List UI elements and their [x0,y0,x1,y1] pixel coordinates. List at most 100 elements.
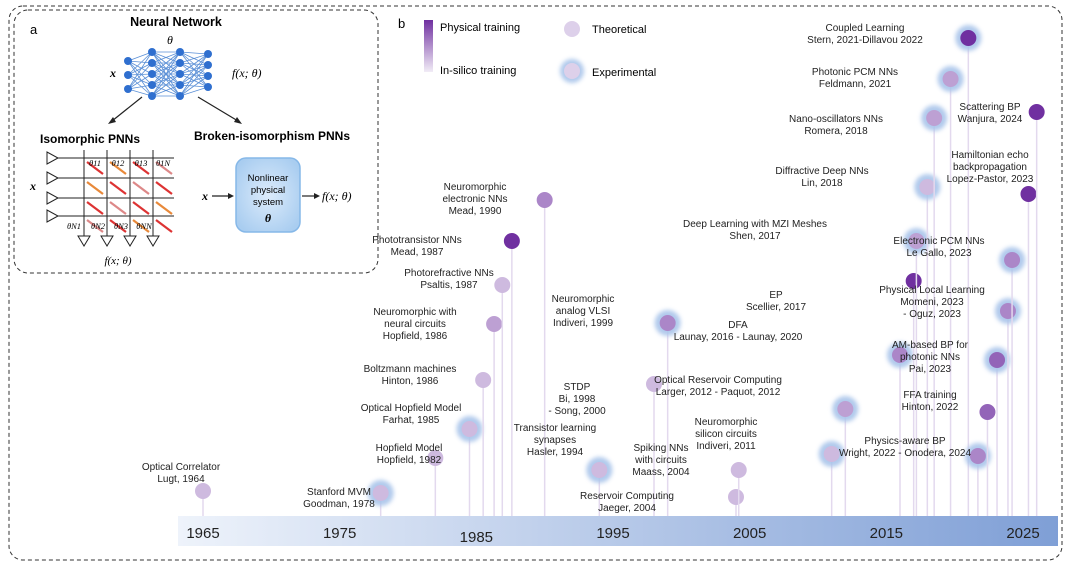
year-label-1985: 1985 [460,529,493,546]
neural-network-title: Neural Network [130,15,222,29]
nn-edge [179,53,209,97]
event-label-line: Diffractive Deep NNs [775,166,868,177]
row-amplifier [46,191,60,205]
nn-node [176,81,184,89]
event-label-line: Indiveri, 1999 [553,318,613,329]
nn-theta: θ [167,33,173,47]
legend-theoretical-marker [564,21,580,37]
memristor-element [86,161,104,175]
event-label-line: Neuromorphic [695,417,758,428]
nn-edge [127,62,153,90]
nn-edge [151,84,181,97]
weight-theta-n3: θN3 [114,221,128,231]
event-label-line: neural circuits [384,319,446,330]
system-box-theta: θ [265,211,272,225]
memristor-element [86,219,104,233]
event-marker [942,71,959,87]
event-label-line: - Song, 2000 [548,406,606,417]
event-label-line: Phototransistor NNs [372,235,461,246]
year-label-1995: 1995 [596,525,629,542]
year-label-1975: 1975 [323,525,356,542]
nn-edge [151,51,181,97]
system-box-line-2: physical [251,185,285,196]
weight-theta-nn: θNN [136,221,153,231]
event-label-line: Hinton, 2022 [902,402,959,413]
crossbar-output-f: f(x; θ) [104,255,131,267]
row-amplifier [46,209,60,223]
event-label-line: Mead, 1990 [449,206,502,217]
crossbar-input-x: x [29,179,36,193]
nonlinear-physical-system-box [235,157,301,233]
memristor-element [109,181,127,195]
arrow-to-isomorphic [111,96,143,122]
memristor-element [109,161,127,175]
weight-theta-1n: θ1N [156,158,171,168]
event-marker [195,483,211,499]
nn-edge [179,53,209,75]
event-marker [892,347,908,363]
broken-input-x: x [201,189,208,203]
legend-physical-training: Physical training [440,22,520,34]
column-amplifier [100,235,114,247]
event-marker [730,462,747,478]
event-marker [1004,252,1021,268]
nn-edge [179,53,209,86]
nn-node [176,59,184,67]
nn-node [176,48,184,56]
nn-edge [179,64,209,97]
event-marker [919,179,936,195]
event-label-line: Physical Local Learning [879,285,985,296]
event-marker [427,450,444,466]
nn-node [204,72,212,80]
nn-edge [127,73,153,76]
event-marker [926,110,943,126]
event-label-line: Feldmann, 2021 [819,79,892,90]
weight-theta-n2: θN2 [91,221,106,231]
broken-isomorphism-title: Broken-isomorphism PNNs [194,129,350,143]
event-label-line: Hopfield, 1982 [377,455,442,466]
event-label-line: EP [769,290,783,301]
nn-node [124,71,132,79]
nn-node [148,48,156,56]
event-label-line: Spiking NNs [633,443,688,454]
event-marker [1020,186,1037,202]
nn-edge [151,62,181,97]
event-label-line: Bi, 1998 [559,394,596,405]
memristor-element [155,181,173,195]
event-label-line: Deep Learning with MZI Meshes [683,219,827,230]
isomorphic-title: Isomorphic PNNs [40,132,140,146]
nn-edge [179,75,209,97]
event-label-line: STDP [564,382,591,393]
event-label-line: Romera, 2018 [804,126,868,137]
nn-node [176,70,184,78]
arrow-head-isomorphic [108,117,116,124]
year-label-2005: 2005 [733,525,766,542]
nn-edge [127,74,153,86]
broken-input-arrow-head [228,193,234,199]
nn-edge [179,51,209,55]
column-amplifier [77,235,91,247]
event-marker [969,448,986,464]
nn-edge [127,51,153,62]
event-label-line: Lugt, 1964 [157,474,205,485]
memristor-element [86,201,104,215]
event-label-line: Stanford MVM [307,487,371,498]
legend-experimental-marker [564,63,580,79]
event-marker [536,192,553,208]
nn-edge [127,60,153,97]
event-marker [646,376,662,392]
event-marker [960,30,977,46]
event-label-line: Reservoir Computing [580,491,674,502]
event-label-line: Neuromorphic [552,294,615,305]
event-label-line: Optical Hopfield Model [361,403,462,414]
event-label-line: Goodman, 1978 [303,499,375,510]
event-label-line: Boltzmann machines [364,364,457,375]
